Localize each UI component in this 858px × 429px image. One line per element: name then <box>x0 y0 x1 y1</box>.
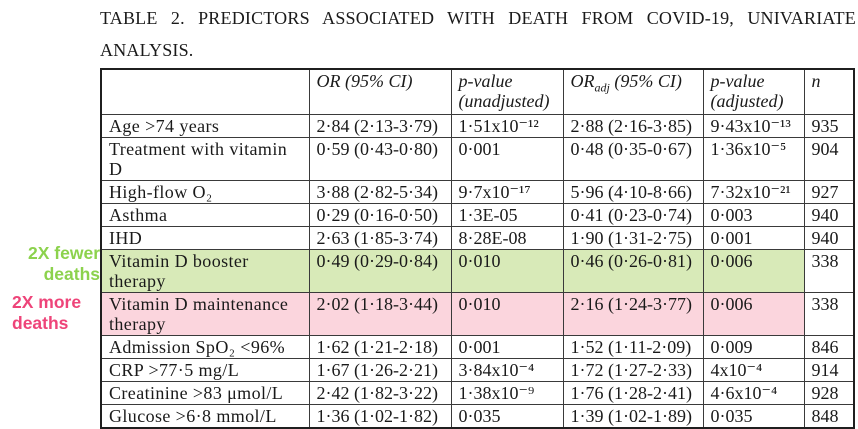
predictor-label: Age >74 years <box>100 114 310 138</box>
p-value-unadjusted: 3·84x10⁻⁴ <box>450 358 564 382</box>
table-header: OR (95% CI) p-value (unadjusted) ORadj (… <box>100 68 855 115</box>
table-caption-line1: TABLE 2. PREDICTORS ASSOCIATED WITH DEAT… <box>100 8 856 28</box>
predictor-label: Vitamin D booster therapy <box>100 249 310 293</box>
p-value-unadjusted: 1·51x10⁻¹² <box>450 114 564 138</box>
or-column-header: OR (95% CI) <box>308 68 452 115</box>
p-value-unadjusted: 8·28E-08 <box>450 226 564 250</box>
p-value-unadjusted: 0·010 <box>450 249 564 293</box>
table-row: High-flow O₂ 3·88 (2·82-5·34) 9·7x10⁻¹⁷ … <box>100 180 855 204</box>
or-adj-value: 1·76 (1·28-2·41) <box>562 381 704 405</box>
table-row: Treatment with vitamin D 0·59 (0·43-0·80… <box>100 137 855 181</box>
p-value-adjusted: 7·32x10⁻²¹ <box>702 180 805 204</box>
predictor-label: Asthma <box>100 203 310 227</box>
table-caption-line2: ANALYSIS. <box>100 40 194 60</box>
or-value: 0·29 (0·16-0·50) <box>308 203 452 227</box>
p-adjusted-column-header: p-value (adjusted) <box>702 68 805 115</box>
or-value: 2·02 (1·18-3·44) <box>308 292 452 336</box>
n-value: 338 <box>803 249 855 293</box>
n-column-header: n <box>803 68 855 115</box>
or-adj-value: 5·96 (4·10-8·66) <box>562 180 704 204</box>
predictor-label: Glucose >6·8 mmol/L <box>100 404 310 429</box>
annotation-more-deaths: 2X more deaths <box>12 292 82 333</box>
results-table: OR (95% CI) p-value (unadjusted) ORadj (… <box>100 68 855 429</box>
n-value: 846 <box>803 335 855 359</box>
or-value: 2·84 (2·13-3·79) <box>308 114 452 138</box>
predictor-label: Treatment with vitamin D <box>100 137 310 181</box>
n-value: 928 <box>803 381 855 405</box>
table-row: Vitamin D booster therapy 0·49 (0·29-0·8… <box>100 249 855 293</box>
label-column-header <box>100 68 310 115</box>
table-caption: TABLE 2. PREDICTORS ASSOCIATED WITH DEAT… <box>100 2 856 66</box>
annotation-fewer-deaths: 2X fewer deaths <box>28 243 100 284</box>
or-value: 1·36 (1·02-1·82) <box>308 404 452 429</box>
table-row: Asthma 0·29 (0·16-0·50) 1·3E-05 0·41 (0·… <box>100 203 855 227</box>
or-adj-value: 0·48 (0·35-0·67) <box>562 137 704 181</box>
predictor-label: CRP >77·5 mg/L <box>100 358 310 382</box>
predictor-label: Creatinine >83 μmol/L <box>100 381 310 405</box>
predictor-label: Admission SpO₂ <96% <box>100 335 310 359</box>
or-value: 2·42 (1·82-3·22) <box>308 381 452 405</box>
p-value-adjusted: 0·006 <box>702 292 805 336</box>
or-value: 1·62 (1·21-2·18) <box>308 335 452 359</box>
p-value-adjusted: 4·6x10⁻⁴ <box>702 381 805 405</box>
or-adj-value: 1·90 (1·31-2·75) <box>562 226 704 250</box>
or-adj-column-header: ORadj (95% CI) <box>562 68 704 115</box>
p-unadjusted-column-header: p-value (unadjusted) <box>450 68 564 115</box>
or-adj-value: 2·16 (1·24-3·77) <box>562 292 704 336</box>
table-row: CRP >77·5 mg/L 1·67 (1·26-2·21) 3·84x10⁻… <box>100 358 855 382</box>
table-row: Vitamin D maintenance therapy 2·02 (1·18… <box>100 292 855 336</box>
n-value: 914 <box>803 358 855 382</box>
p-value-adjusted: 0·001 <box>702 226 805 250</box>
n-value: 940 <box>803 226 855 250</box>
p-value-unadjusted: 0·001 <box>450 335 564 359</box>
predictor-label: Vitamin D maintenance therapy <box>100 292 310 336</box>
p-value-adjusted: 0·009 <box>702 335 805 359</box>
or-adj-value: 2·88 (2·16-3·85) <box>562 114 704 138</box>
p-value-adjusted: 0·003 <box>702 203 805 227</box>
or-value: 2·63 (1·85-3·74) <box>308 226 452 250</box>
p-value-unadjusted: 9·7x10⁻¹⁷ <box>450 180 564 204</box>
or-adj-subscript: adj <box>594 80 610 95</box>
p-value-adjusted: 1·36x10⁻⁵ <box>702 137 805 181</box>
or-value: 0·59 (0·43-0·80) <box>308 137 452 181</box>
p-value-adjusted: 4x10⁻⁴ <box>702 358 805 382</box>
table-row: IHD 2·63 (1·85-3·74) 8·28E-08 1·90 (1·31… <box>100 226 855 250</box>
n-value: 904 <box>803 137 855 181</box>
n-value: 848 <box>803 404 855 429</box>
p-value-unadjusted: 0·035 <box>450 404 564 429</box>
p-value-unadjusted: 0·001 <box>450 137 564 181</box>
or-value: 0·49 (0·29-0·84) <box>308 249 452 293</box>
or-adj-value: 1·72 (1·27-2·33) <box>562 358 704 382</box>
or-value: 1·67 (1·26-2·21) <box>308 358 452 382</box>
predictor-label: IHD <box>100 226 310 250</box>
p-value-unadjusted: 0·010 <box>450 292 564 336</box>
table-row: Creatinine >83 μmol/L 2·42 (1·82-3·22) 1… <box>100 381 855 405</box>
p-value-adjusted: 0·035 <box>702 404 805 429</box>
header-row: OR (95% CI) p-value (unadjusted) ORadj (… <box>100 68 855 115</box>
n-value: 940 <box>803 203 855 227</box>
p-value-unadjusted: 1·3E-05 <box>450 203 564 227</box>
or-adj-value: 1·39 (1·02-1·89) <box>562 404 704 429</box>
n-value: 927 <box>803 180 855 204</box>
p-value-adjusted: 0·006 <box>702 249 805 293</box>
or-adj-value: 0·41 (0·23-0·74) <box>562 203 704 227</box>
n-value: 338 <box>803 292 855 336</box>
table-row: Admission SpO₂ <96% 1·62 (1·21-2·18) 0·0… <box>100 335 855 359</box>
or-adj-value: 0·46 (0·26-0·81) <box>562 249 704 293</box>
n-value: 935 <box>803 114 855 138</box>
p-value-adjusted: 9·43x10⁻¹³ <box>702 114 805 138</box>
predictor-label: High-flow O₂ <box>100 180 310 204</box>
p-value-unadjusted: 1·38x10⁻⁹ <box>450 381 564 405</box>
table-row: Age >74 years 2·84 (2·13-3·79) 1·51x10⁻¹… <box>100 114 855 138</box>
or-adj-value: 1·52 (1·11-2·09) <box>562 335 704 359</box>
table-body: Age >74 years 2·84 (2·13-3·79) 1·51x10⁻¹… <box>100 114 855 429</box>
or-value: 3·88 (2·82-5·34) <box>308 180 452 204</box>
table-row: Glucose >6·8 mmol/L 1·36 (1·02-1·82) 0·0… <box>100 404 855 429</box>
